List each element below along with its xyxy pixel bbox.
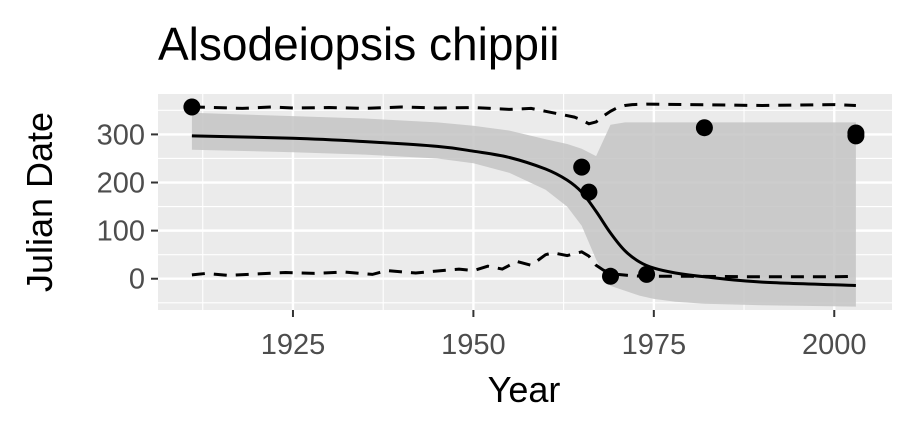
x-axis-title: Year [488, 369, 561, 410]
upper-dashed-line [191, 102, 856, 126]
data-point [580, 183, 598, 201]
data-point [573, 158, 591, 176]
data-points-layer [183, 98, 865, 285]
y-tick-label: 300 [97, 119, 145, 151]
x-tick-label: 1975 [622, 329, 687, 361]
lower-dashed-line [191, 250, 856, 279]
x-tick-label: 1950 [441, 329, 506, 361]
data-point [638, 265, 656, 283]
y-tick-label: 100 [97, 216, 145, 248]
x-tick-label: 1925 [261, 329, 326, 361]
chart-title: Alsodeiopsis chippii [158, 18, 559, 70]
y-axis-ticks: 0 100 200 300 [97, 119, 158, 296]
data-point [847, 124, 865, 142]
confidence-ribbon [191, 112, 856, 307]
x-tick-label: 2000 [802, 329, 867, 361]
data-point [602, 267, 619, 285]
data-point [183, 98, 201, 116]
y-tick-label: 0 [129, 264, 145, 296]
confidence-ribbon-layer [191, 112, 856, 307]
x-axis-ticks: 1925 1950 1975 2000 [261, 310, 867, 361]
dashed-bounds-layer [191, 102, 856, 279]
data-point [695, 119, 713, 137]
y-tick-label: 200 [97, 168, 145, 200]
y-axis-title: Julian Date [19, 112, 60, 292]
